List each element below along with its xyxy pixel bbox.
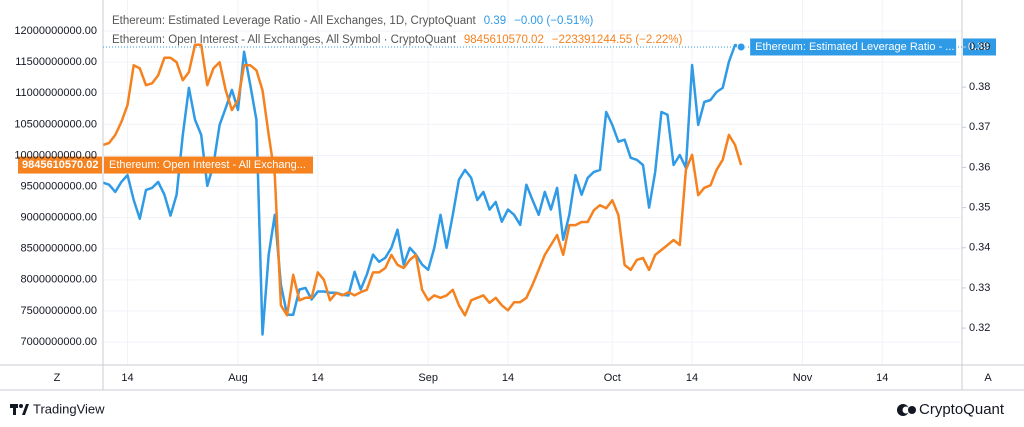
y-tick-label: 9000000000.00	[21, 212, 97, 224]
y-tick-label: 12000000000.00	[14, 25, 97, 37]
y-tick-label: 8500000000.00	[21, 243, 97, 255]
y2-tick-label: 0.38	[969, 81, 990, 93]
price-label-box	[963, 38, 996, 56]
y2-tick-label: 0.34	[969, 242, 990, 254]
auto-button[interactable]: A	[984, 372, 992, 384]
y-tick-label: 8000000000.00	[21, 274, 97, 286]
series-tag-box	[750, 38, 957, 56]
x-tick-label: Sep	[418, 372, 438, 384]
zoom-button[interactable]: Z	[54, 372, 61, 384]
cryptoquant-logo	[897, 404, 916, 416]
x-tick-label: Oct	[604, 372, 621, 384]
y-tick-label: 7000000000.00	[21, 336, 97, 348]
y2-tick-label: 0.39	[969, 41, 990, 53]
x-tick-label: 14	[876, 372, 888, 384]
series-tag: Ethereum: Open Interest - All Exchang...	[109, 159, 306, 171]
last-point	[736, 42, 746, 52]
y2-tick-label: 0.37	[969, 121, 990, 133]
y-tick-label: 11000000000.00	[15, 87, 97, 99]
legend-change: −223391244.55 (−2.22%)	[552, 34, 683, 46]
legend-name: Ethereum: Open Interest - All Exchanges,…	[112, 34, 457, 46]
x-tick-label: 14	[686, 372, 698, 384]
x-tick-label: 14	[502, 372, 514, 384]
price-label-box	[18, 156, 102, 174]
y2-tick-label: 0.32	[969, 322, 990, 334]
x-tick-label: Nov	[793, 372, 813, 384]
series-line	[103, 43, 742, 336]
x-tick-label: 14	[312, 372, 324, 384]
y2-tick-label: 0.36	[969, 161, 990, 173]
tradingview-logo	[10, 404, 29, 415]
price-label: 0.39	[968, 41, 989, 53]
x-tick-label: Aug	[228, 372, 248, 384]
legend-line: Ethereum: Estimated Leverage Ratio - All…	[112, 15, 594, 27]
legend-value: 9845610570.02	[464, 34, 544, 46]
y-tick-label: 9500000000.00	[21, 180, 97, 192]
y2-tick-label: 0.35	[969, 202, 990, 214]
legend-name: Ethereum: Estimated Leverage Ratio - All…	[112, 15, 477, 27]
y2-tick-label: 0.33	[969, 282, 990, 294]
legend-value: 0.39	[484, 15, 506, 27]
x-tick-label: 14	[121, 372, 133, 384]
series-line	[103, 43, 743, 317]
y-tick-label: 11500000000.00	[15, 56, 97, 68]
y-tick-label: 10000000000.00	[14, 149, 97, 161]
series-tag-box	[104, 156, 313, 174]
footer-left: TradingView	[33, 401, 105, 416]
footer-right: CryptoQuant	[919, 401, 1005, 418]
legend-line: Ethereum: Open Interest - All Exchanges,…	[112, 34, 682, 46]
price-label: 9845610570.02	[22, 159, 98, 171]
y-tick-label: 7500000000.00	[21, 305, 97, 317]
legend-change: −0.00 (−0.51%)	[514, 15, 593, 27]
y-tick-label: 10500000000.00	[14, 118, 97, 130]
series-tag: Ethereum: Estimated Leverage Ratio - ...	[755, 41, 954, 53]
